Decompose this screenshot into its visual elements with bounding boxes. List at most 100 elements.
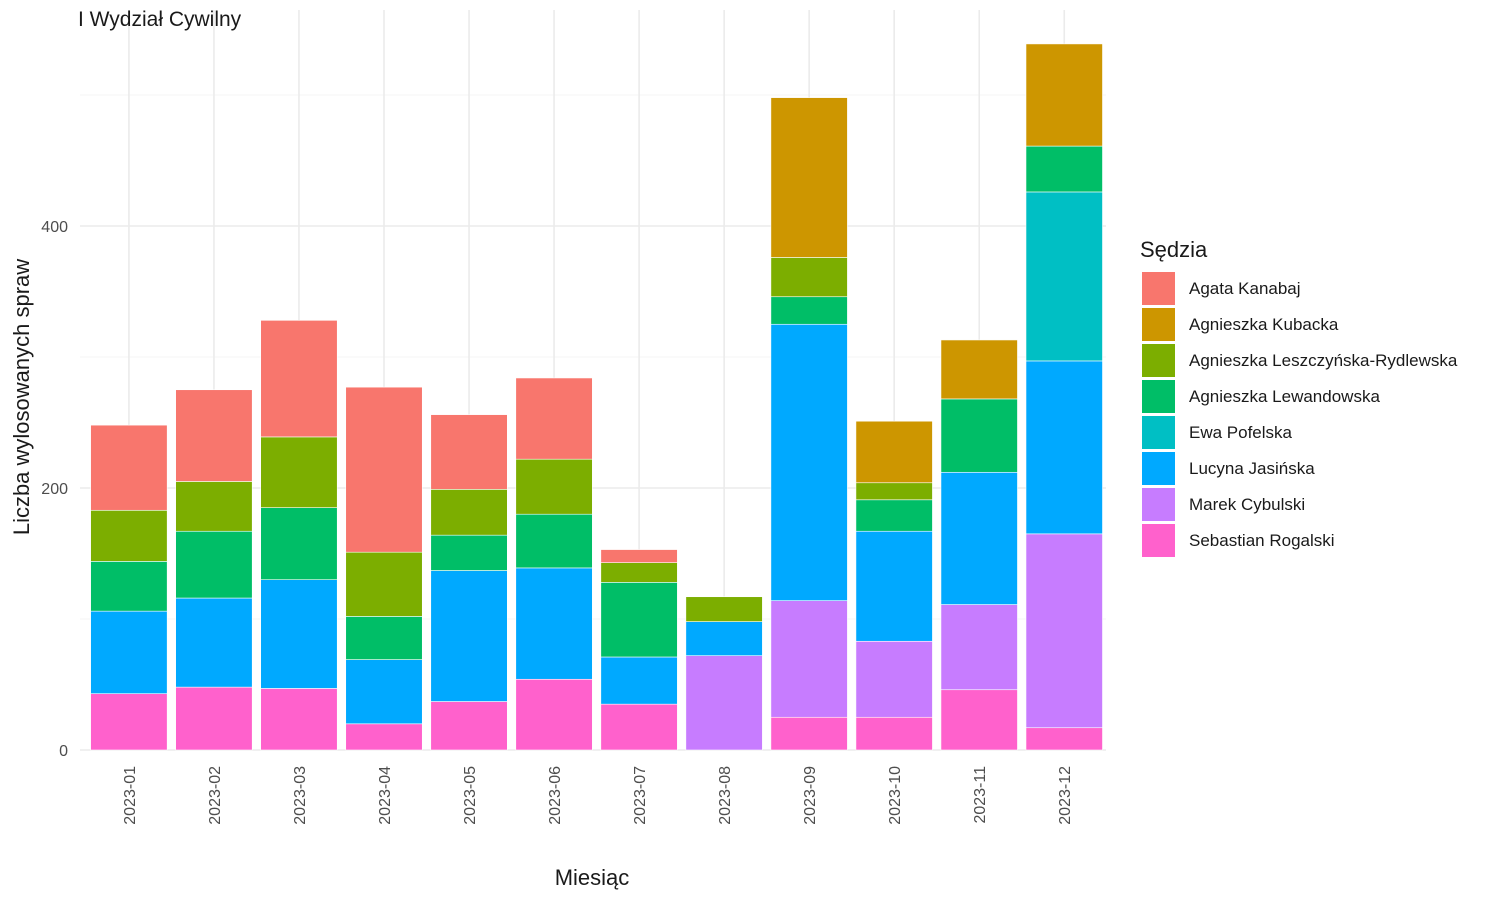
bar-segment <box>90 610 168 694</box>
bar-segment <box>175 686 253 751</box>
bar-segment <box>855 482 933 501</box>
legend: Sędzia Agata Kanabaj Agnieszka Kubacka Agn… <box>1140 237 1458 557</box>
legend-key <box>1142 488 1175 521</box>
legend-label: Lucyna Jasińska <box>1189 459 1315 478</box>
chart-title: I Wydział Cywilny <box>78 8 242 31</box>
bar-segment <box>600 703 678 751</box>
bar-segment <box>855 530 933 642</box>
bar-segment <box>940 689 1018 751</box>
bar-segment <box>345 616 423 660</box>
legend-label: Sebastian Rogalski <box>1189 531 1335 550</box>
x-tick-label: 2023-11 <box>972 766 989 824</box>
x-tick-label: 2023-02 <box>207 766 224 825</box>
x-tick-label: 2023-01 <box>122 766 139 825</box>
bar-segment <box>345 386 423 553</box>
legend-key <box>1142 308 1175 341</box>
bar-segment <box>430 414 508 490</box>
legend-label: Agnieszka Lewandowska <box>1189 387 1380 406</box>
bar-segment <box>1025 145 1103 193</box>
bar-segment <box>940 398 1018 473</box>
legend-key <box>1142 272 1175 305</box>
bar-segment <box>600 656 678 705</box>
bar-segment <box>770 296 848 325</box>
bar-segment <box>175 389 253 482</box>
bar-segment <box>175 597 253 688</box>
bar-segment <box>260 436 338 508</box>
bar-segment <box>90 509 168 562</box>
bar-segment <box>175 530 253 599</box>
bar-segment <box>430 534 508 571</box>
bar-segment <box>770 97 848 258</box>
legend-label: Marek Cybulski <box>1189 495 1305 514</box>
y-tick-label: 200 <box>41 481 68 498</box>
legend-key <box>1142 416 1175 449</box>
bar-segment <box>1025 191 1103 362</box>
bar-segment <box>770 257 848 298</box>
y-axis-ticks: 0 200 400 <box>41 219 68 760</box>
bar-segment <box>515 567 593 680</box>
bar-segment <box>430 489 508 536</box>
bar-segment <box>430 570 508 702</box>
bar-segment <box>260 688 338 751</box>
bar-segment <box>940 339 1018 400</box>
x-axis-ticks: 2023-01 2023-02 2023-03 2023-04 2023-05 2023-… <box>122 766 1074 825</box>
x-tick-label: 2023-12 <box>1057 766 1074 825</box>
x-tick-label: 2023-09 <box>802 766 819 825</box>
bar-segment <box>515 377 593 460</box>
bar-segment <box>600 562 678 583</box>
bar-segment <box>770 323 848 601</box>
bar-segment <box>515 678 593 751</box>
bar-segment <box>515 513 593 569</box>
bar-segment <box>855 499 933 532</box>
bar-segment <box>90 424 168 511</box>
bar-segment <box>90 561 168 612</box>
bar-segment <box>685 596 763 622</box>
bar-segment <box>855 420 933 484</box>
bar-segment <box>90 693 168 751</box>
x-tick-label: 2023-04 <box>377 766 394 825</box>
bars <box>90 43 1103 751</box>
legend-label: Ewa Pofelska <box>1189 423 1293 442</box>
y-axis-title: Liczba wylosowanych spraw <box>9 259 34 535</box>
legend-key <box>1142 344 1175 377</box>
legend-label: Agata Kanabaj <box>1189 279 1301 298</box>
x-axis-title: Miesiąc <box>555 865 630 890</box>
y-tick-label: 0 <box>59 743 68 760</box>
y-tick-label: 400 <box>41 219 68 236</box>
bar-segment <box>855 716 933 751</box>
x-tick-label: 2023-05 <box>462 766 479 825</box>
bar-segment <box>940 471 1018 605</box>
bar-segment <box>1025 360 1103 535</box>
legend-title: Sędzia <box>1140 237 1208 262</box>
bar-segment <box>770 600 848 718</box>
bar-segment <box>345 659 423 725</box>
legend-key <box>1142 524 1175 557</box>
x-tick-label: 2023-07 <box>632 766 649 825</box>
bar-segment <box>260 320 338 438</box>
bar-segment <box>1025 43 1103 147</box>
bar-segment <box>175 481 253 532</box>
bar-segment <box>600 549 678 563</box>
legend-label: Agnieszka Kubacka <box>1189 315 1339 334</box>
bar-segment <box>685 655 763 751</box>
legend-key <box>1142 380 1175 413</box>
bar-segment <box>940 604 1018 691</box>
bar-segment <box>515 458 593 515</box>
x-tick-label: 2023-03 <box>292 766 309 825</box>
bar-segment <box>345 723 423 751</box>
legend-key <box>1142 452 1175 485</box>
x-tick-label: 2023-08 <box>717 766 734 825</box>
bar-segment <box>430 701 508 751</box>
x-tick-label: 2023-10 <box>887 766 904 825</box>
bar-segment <box>770 716 848 751</box>
x-tick-label: 2023-06 <box>547 766 564 825</box>
bar-segment <box>600 582 678 658</box>
bar-segment <box>1025 727 1103 751</box>
bar-segment <box>855 640 933 718</box>
legend-label: Agnieszka Leszczyńska-Rydlewska <box>1189 351 1458 370</box>
bar-segment <box>260 507 338 580</box>
bar-segment <box>1025 533 1103 729</box>
bar-segment <box>260 579 338 689</box>
